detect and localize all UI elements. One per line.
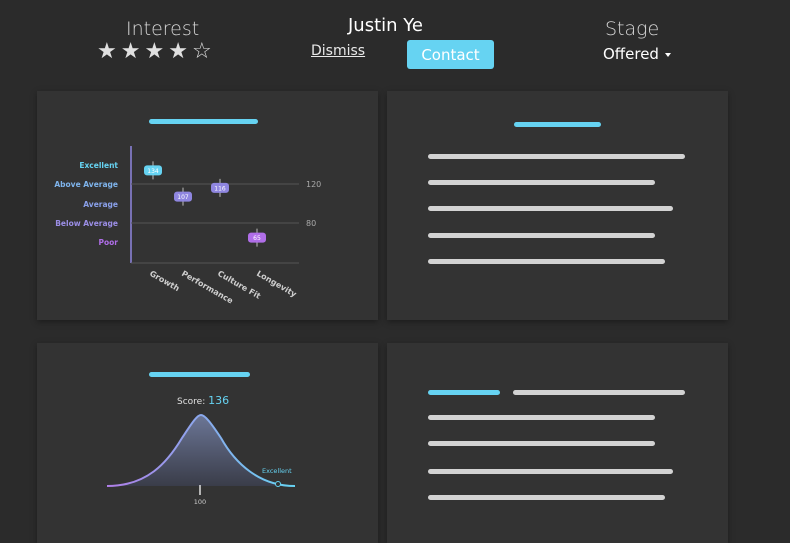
notes-card bbox=[387, 343, 728, 543]
card-title-placeholder bbox=[514, 122, 601, 127]
y-level-label: Excellent bbox=[79, 161, 118, 170]
distribution-curve bbox=[106, 413, 296, 487]
stage-value: Offered bbox=[603, 45, 659, 63]
star-empty-icon[interactable]: ☆ bbox=[191, 39, 212, 64]
card-title-placeholder bbox=[428, 390, 500, 395]
interest-rating[interactable]: ★ ★ ★ ★ ☆ bbox=[97, 39, 212, 64]
text-line-placeholder bbox=[428, 180, 655, 185]
star-icon[interactable]: ★ bbox=[168, 39, 188, 64]
text-line-placeholder bbox=[428, 206, 673, 211]
y-level-label: Above Average bbox=[54, 180, 118, 189]
x-tick-label: 100 bbox=[194, 498, 206, 506]
score-value: 136 bbox=[208, 394, 229, 407]
text-line-placeholder bbox=[513, 390, 685, 395]
annotation-label: Excellent bbox=[262, 467, 292, 475]
caret-down-icon bbox=[664, 52, 671, 57]
score-distribution-card: Score: 136 100 Excellent bbox=[37, 343, 378, 543]
contact-button[interactable]: Contact bbox=[407, 40, 494, 69]
rating-value-label: 116 bbox=[214, 185, 226, 192]
dismiss-link[interactable]: Dismiss bbox=[311, 43, 366, 59]
rating-point: 107 bbox=[174, 187, 192, 206]
text-line-placeholder bbox=[428, 259, 665, 264]
summary-card bbox=[387, 91, 728, 320]
y-level-label: Poor bbox=[98, 238, 118, 247]
assessment-chart-card: 120 80 Excellent Above Average Average B… bbox=[37, 91, 378, 320]
card-title-placeholder bbox=[149, 119, 258, 124]
assessment-chart: 120 80 Excellent Above Average Average B… bbox=[54, 146, 321, 306]
y-level-label: Average bbox=[83, 200, 118, 209]
rating-value-label: 134 bbox=[147, 168, 159, 175]
text-line-placeholder bbox=[428, 154, 685, 159]
rating-value-label: 65 bbox=[253, 235, 261, 242]
stage-label: Stage bbox=[605, 18, 660, 40]
text-line-placeholder bbox=[428, 441, 655, 446]
text-line-placeholder bbox=[428, 495, 665, 500]
text-line-placeholder bbox=[428, 233, 655, 238]
y-level-label: Below Average bbox=[55, 219, 118, 228]
candidate-name: Justin Ye bbox=[348, 15, 423, 36]
interest-label: Interest bbox=[126, 18, 200, 40]
rating-point: 134 bbox=[144, 161, 162, 180]
score-label: Score: 136 bbox=[177, 394, 229, 407]
reference-label: 120 bbox=[306, 180, 321, 189]
rating-point: 116 bbox=[211, 178, 229, 197]
star-icon[interactable]: ★ bbox=[120, 39, 141, 64]
score-marker bbox=[275, 481, 281, 487]
rating-value-label: 107 bbox=[177, 194, 189, 201]
distribution-area bbox=[107, 415, 295, 486]
reference-label: 80 bbox=[306, 219, 316, 228]
score-distribution-chart: Score: 136 100 Excellent bbox=[105, 394, 297, 506]
text-line-placeholder bbox=[428, 415, 655, 420]
text-line-placeholder bbox=[428, 469, 673, 474]
star-icon[interactable]: ★ bbox=[97, 39, 117, 64]
card-title-placeholder bbox=[149, 372, 250, 377]
stage-dropdown[interactable]: Offered bbox=[603, 45, 671, 63]
rating-point: 65 bbox=[248, 228, 266, 247]
star-icon[interactable]: ★ bbox=[144, 39, 165, 64]
x-category-label: Longevity bbox=[255, 269, 299, 299]
x-category-label: Growth bbox=[148, 269, 181, 293]
